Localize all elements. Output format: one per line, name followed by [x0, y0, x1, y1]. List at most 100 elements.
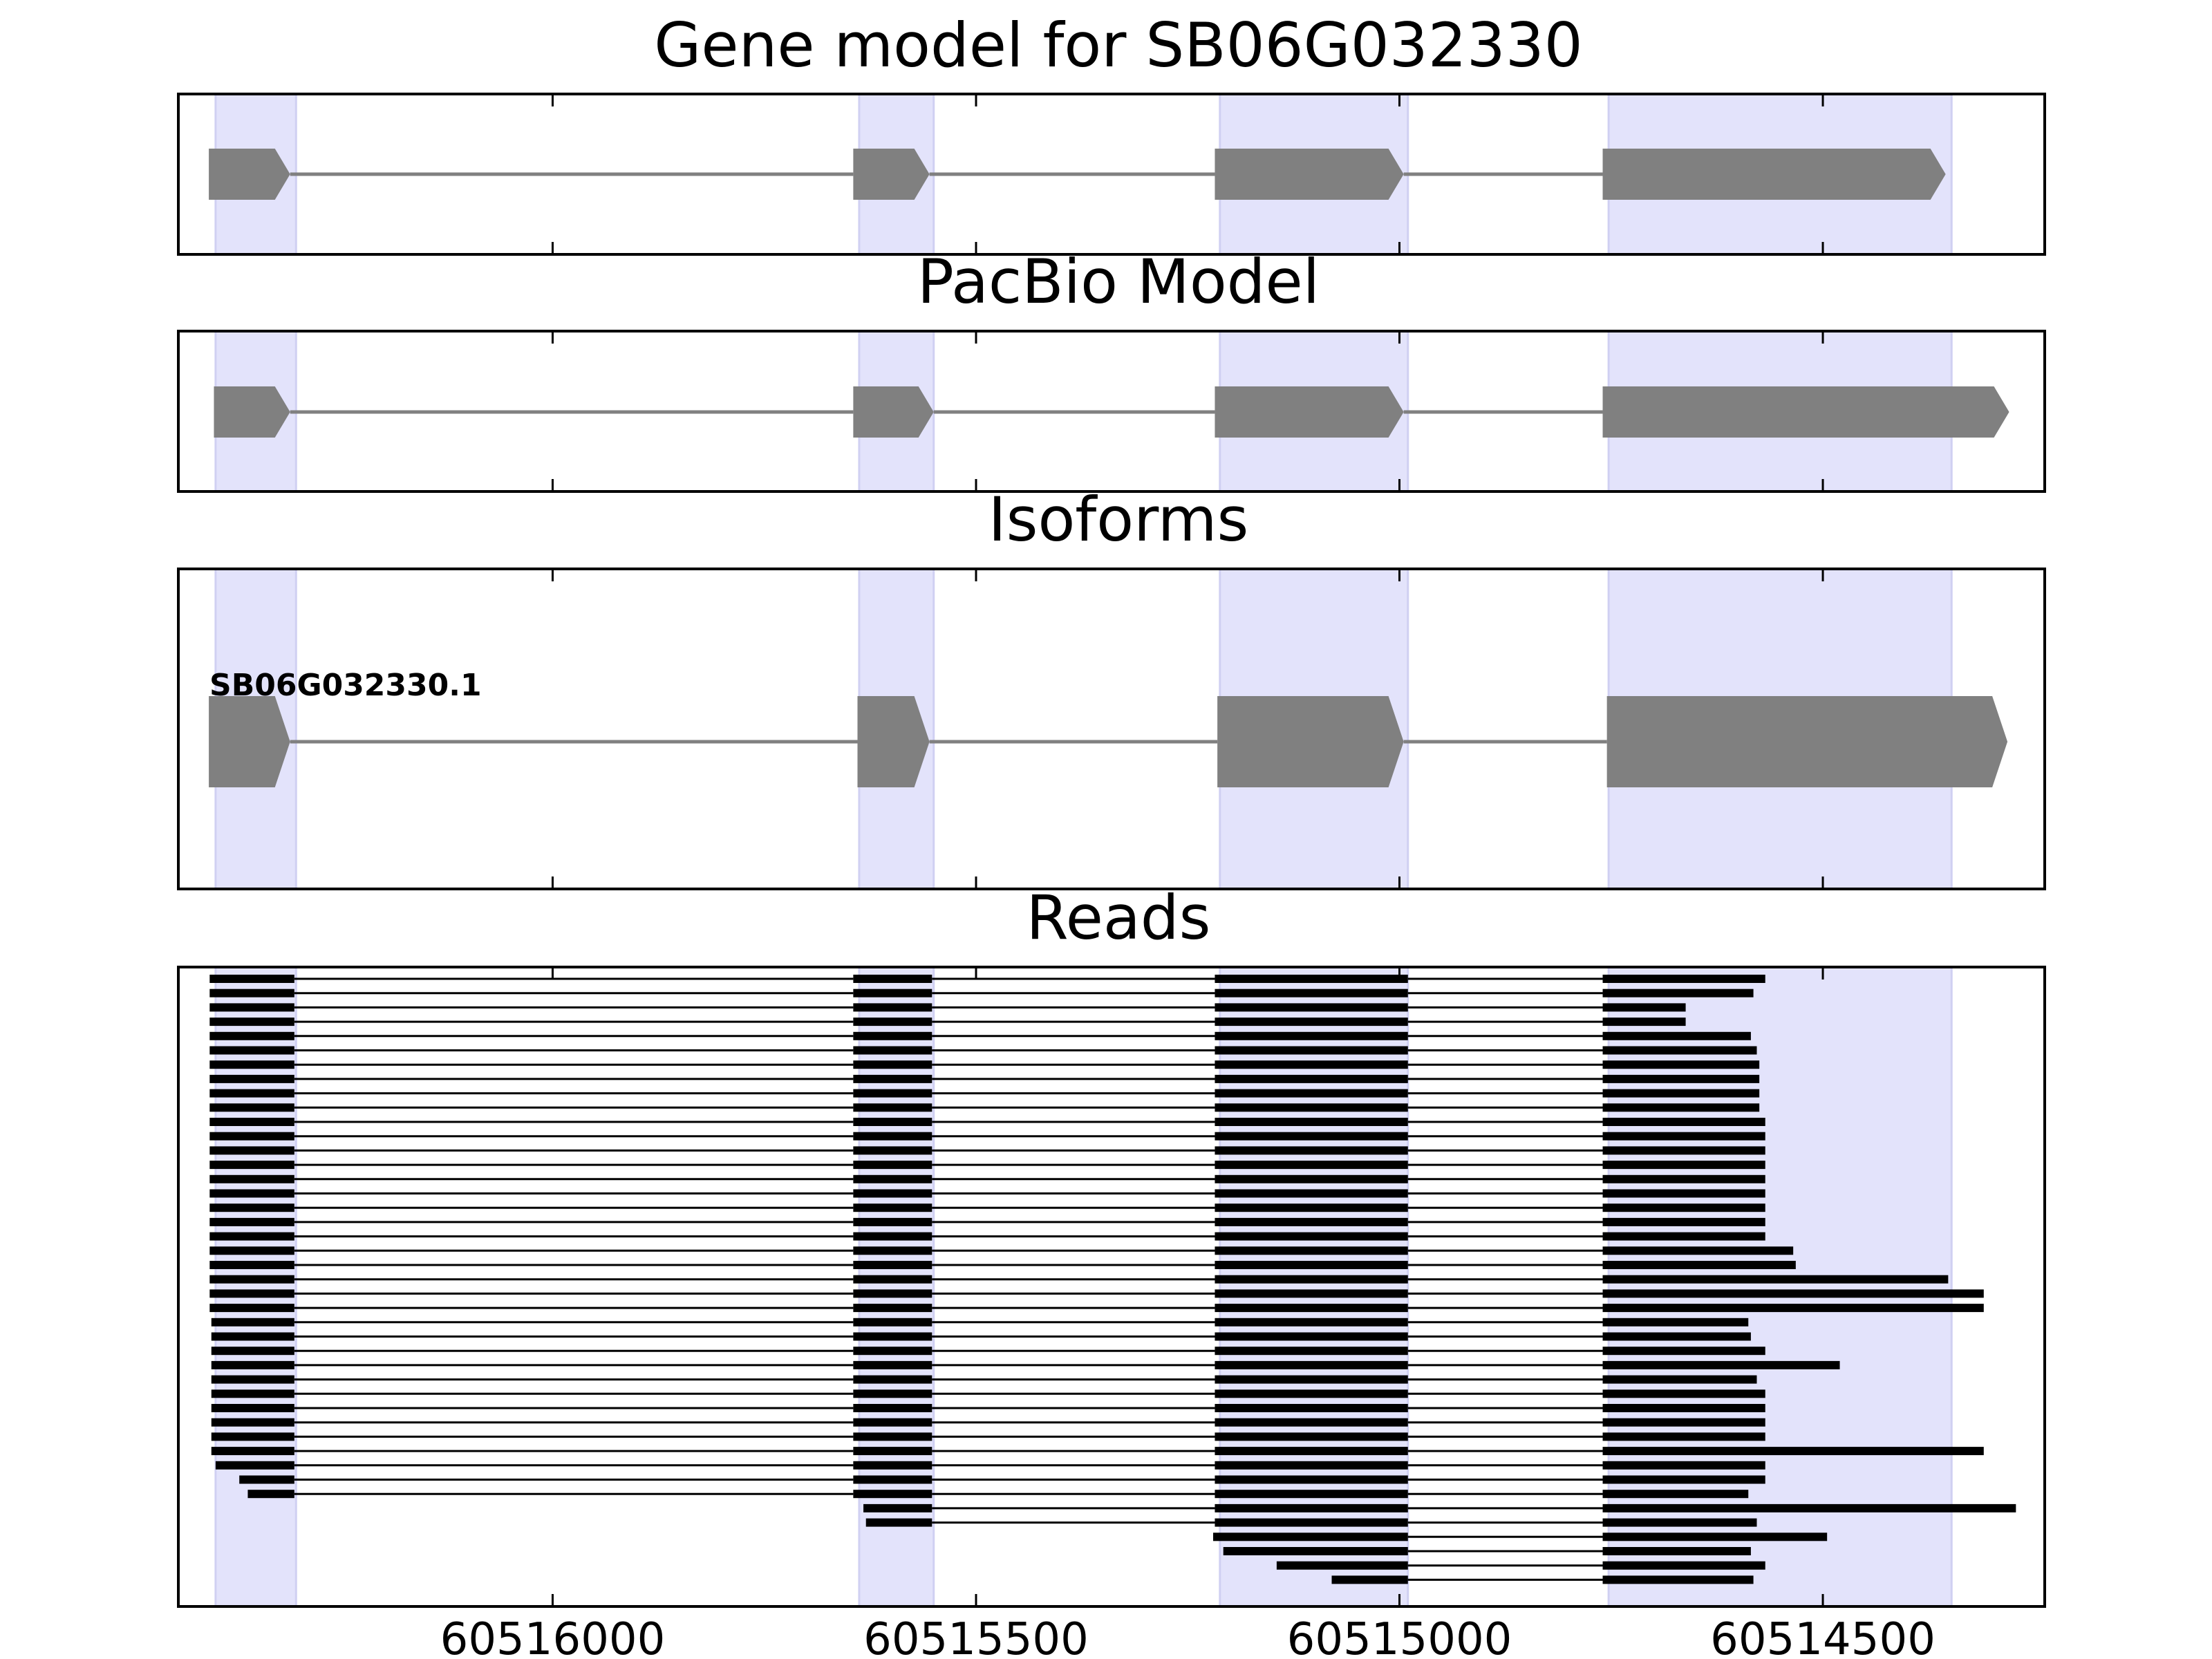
read — [211, 1447, 1984, 1456]
read — [865, 1518, 1757, 1527]
read-block — [209, 1217, 294, 1226]
read-block — [209, 1189, 294, 1198]
exon-3 — [1217, 696, 1404, 787]
read-block — [1215, 1418, 1408, 1427]
read-block — [853, 1161, 932, 1170]
read-block — [1602, 1203, 1765, 1212]
read-block — [1602, 1375, 1757, 1384]
read-block — [853, 1447, 932, 1456]
read — [209, 1018, 1686, 1027]
x-axis: 60516000 60515500 60515000 60514500 — [440, 1614, 1936, 1659]
read-block — [1215, 1360, 1408, 1369]
read-block — [209, 1003, 294, 1012]
tick-label: 60515000 — [1287, 1614, 1512, 1659]
read-block — [1215, 1203, 1408, 1212]
read-block — [853, 1246, 932, 1255]
read-block — [209, 1074, 294, 1083]
read-block — [853, 1003, 932, 1012]
read-block — [1215, 988, 1408, 997]
read-block — [211, 1332, 294, 1341]
read-block — [1215, 1060, 1408, 1069]
read-block — [1602, 1003, 1686, 1012]
read-block — [853, 1018, 932, 1027]
tick-label: 60515500 — [863, 1614, 1089, 1659]
read-block — [1331, 1575, 1408, 1584]
read-block — [209, 1146, 294, 1155]
read-block — [1215, 1089, 1408, 1098]
read-block — [1602, 1503, 2016, 1512]
read-block — [1215, 1018, 1408, 1027]
read-block — [1602, 1074, 1760, 1083]
read — [863, 1503, 2016, 1512]
read — [209, 1275, 1949, 1284]
read-block — [1276, 1561, 1408, 1570]
highlight-region — [214, 966, 297, 1608]
read-block — [1215, 1174, 1408, 1183]
highlight-region — [1607, 966, 1953, 1608]
pacbio-model-track — [214, 386, 2009, 438]
read-block — [853, 1074, 932, 1083]
read — [209, 1118, 1765, 1126]
read-block — [1213, 1533, 1408, 1541]
read-block — [209, 1161, 294, 1170]
read — [1223, 1547, 1751, 1555]
exon-4 — [1602, 386, 2009, 438]
read-block — [853, 1475, 932, 1484]
read-block — [209, 1103, 294, 1112]
highlight-region — [1219, 966, 1409, 1608]
read — [211, 1347, 1765, 1356]
read-block — [239, 1475, 294, 1484]
read-block — [1602, 1246, 1794, 1255]
read-block — [1223, 1547, 1408, 1555]
read-block — [209, 1060, 294, 1069]
read-block — [1602, 1461, 1765, 1470]
panel-title: PacBio Model — [917, 246, 1320, 317]
read-block — [1215, 1490, 1408, 1499]
read — [215, 1461, 1765, 1470]
read-block — [853, 1304, 932, 1313]
read-block — [1602, 1575, 1754, 1584]
exon-1 — [209, 149, 290, 200]
read-block — [1602, 1332, 1751, 1341]
read-block — [1602, 1547, 1751, 1555]
read-block — [853, 1046, 932, 1055]
read-block — [1215, 1132, 1408, 1141]
read-block — [1602, 1289, 1984, 1298]
read-block — [1215, 1475, 1408, 1484]
read-block — [247, 1490, 294, 1499]
read — [209, 975, 1765, 983]
read-block — [1215, 1375, 1408, 1384]
read-block — [1215, 1146, 1408, 1155]
read-block — [853, 1132, 932, 1141]
read — [211, 1432, 1765, 1441]
read-block — [1602, 1475, 1765, 1484]
read-block — [1215, 1261, 1408, 1269]
read-block — [211, 1375, 294, 1384]
read-block — [1215, 975, 1408, 983]
read-block — [853, 1360, 932, 1369]
read-block — [1602, 1304, 1984, 1313]
read-block — [1602, 1031, 1751, 1040]
read-block — [853, 1146, 932, 1155]
read — [209, 1003, 1686, 1012]
read-block — [1602, 1189, 1765, 1198]
reads-track — [209, 975, 2016, 1584]
read-block — [1215, 1432, 1408, 1441]
read-block — [211, 1347, 294, 1356]
read-block — [1215, 1389, 1408, 1398]
read-block — [853, 975, 932, 983]
read-block — [853, 1418, 932, 1427]
read-block — [209, 1031, 294, 1040]
read-block — [1602, 1490, 1749, 1499]
read-block — [209, 1261, 294, 1269]
read — [209, 1146, 1765, 1155]
read-block — [1602, 1518, 1757, 1527]
read — [209, 1261, 1796, 1269]
read-block — [211, 1389, 294, 1398]
read — [209, 1089, 1760, 1098]
read-block — [1602, 975, 1765, 983]
read — [211, 1318, 1749, 1327]
read-block — [853, 1118, 932, 1126]
exon-4 — [1606, 696, 2008, 787]
